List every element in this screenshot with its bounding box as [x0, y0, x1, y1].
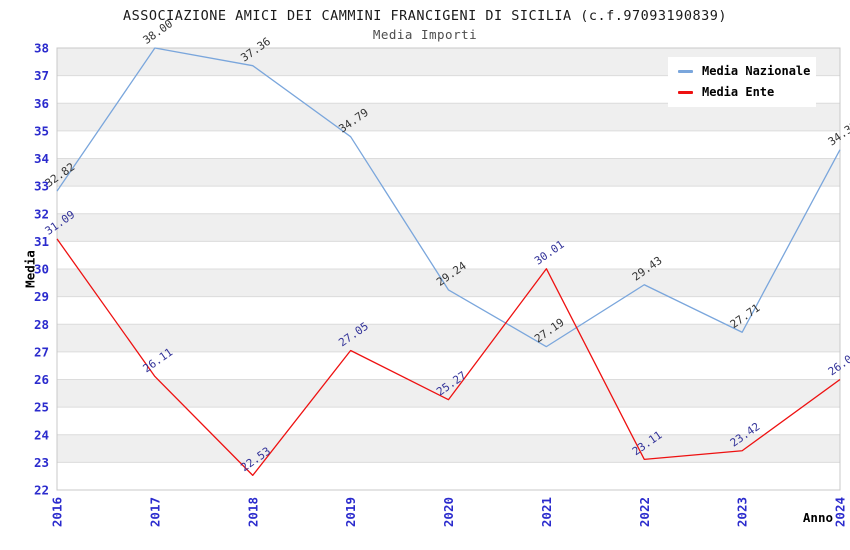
- chart-subtitle: Media Importi: [372, 27, 478, 42]
- y-tick-label: 25: [34, 400, 49, 415]
- y-axis-tick-labels: 22 23 24 25 26 27 28 29 30 31 32 33 34 35 36 37 38: [34, 41, 49, 498]
- plot-border: [56, 47, 841, 491]
- x-tick-label: 2021: [539, 497, 554, 527]
- media-ente-swatch: [678, 90, 693, 94]
- y-tick-label: 29: [34, 289, 49, 304]
- point-label: 30.01: [532, 238, 567, 268]
- y-tick-label: 34: [34, 151, 49, 166]
- y-tick-label: 38: [34, 41, 49, 56]
- y-tick-label: 24: [34, 427, 49, 442]
- y-tick-label: 28: [34, 317, 49, 332]
- x-tick-label: 2016: [50, 497, 65, 527]
- y-tick-label: 27: [34, 344, 49, 359]
- x-tick-label: 2017: [147, 497, 162, 527]
- x-tick-label: 2019: [343, 497, 358, 527]
- x-axis-title: Anno: [803, 510, 833, 525]
- y-tick-label: 22: [34, 483, 49, 498]
- x-axis-tick-labels: 2016 2017 2018 2019 2020 2021 2022 2023 2024: [50, 497, 848, 527]
- y-tick-label: 35: [34, 123, 49, 138]
- y-tick-label: 26: [34, 372, 49, 387]
- point-label: 26.00: [826, 349, 850, 379]
- chart-title: ASSOCIAZIONE AMICI DEI CAMMINI FRANCIGEN…: [123, 8, 727, 24]
- legend-item-media-ente: Media Ente: [678, 85, 806, 99]
- x-tick-label: 2020: [441, 497, 456, 527]
- y-tick-label: 36: [34, 96, 49, 111]
- legend-item-media-nazionale: Media Nazionale: [678, 64, 810, 78]
- y-tick-label: 32: [34, 206, 49, 221]
- y-tick-label: 30: [34, 262, 49, 277]
- legend: Media Nazionale Media Ente: [668, 57, 816, 107]
- plot-bands: [57, 48, 840, 463]
- media-nazionale-swatch: [678, 69, 693, 73]
- y-tick-label: 37: [34, 68, 49, 83]
- y-tick-label: 31: [34, 234, 49, 249]
- legend-label-media-ente: Media Ente: [702, 85, 775, 99]
- x-tick-label: 2024: [833, 497, 848, 527]
- y-axis-title: Media: [23, 250, 38, 288]
- media-nazionale-line: [56, 47, 841, 348]
- x-tick-label: 2022: [637, 497, 652, 527]
- x-tick-label: 2018: [245, 497, 260, 527]
- media-ente-line: [56, 238, 841, 477]
- y-tick-label: 23: [34, 455, 49, 470]
- x-tick-label: 2023: [735, 497, 750, 527]
- y-tick-label: 33: [34, 179, 49, 194]
- legend-label-media-nazionale: Media Nazionale: [702, 64, 811, 78]
